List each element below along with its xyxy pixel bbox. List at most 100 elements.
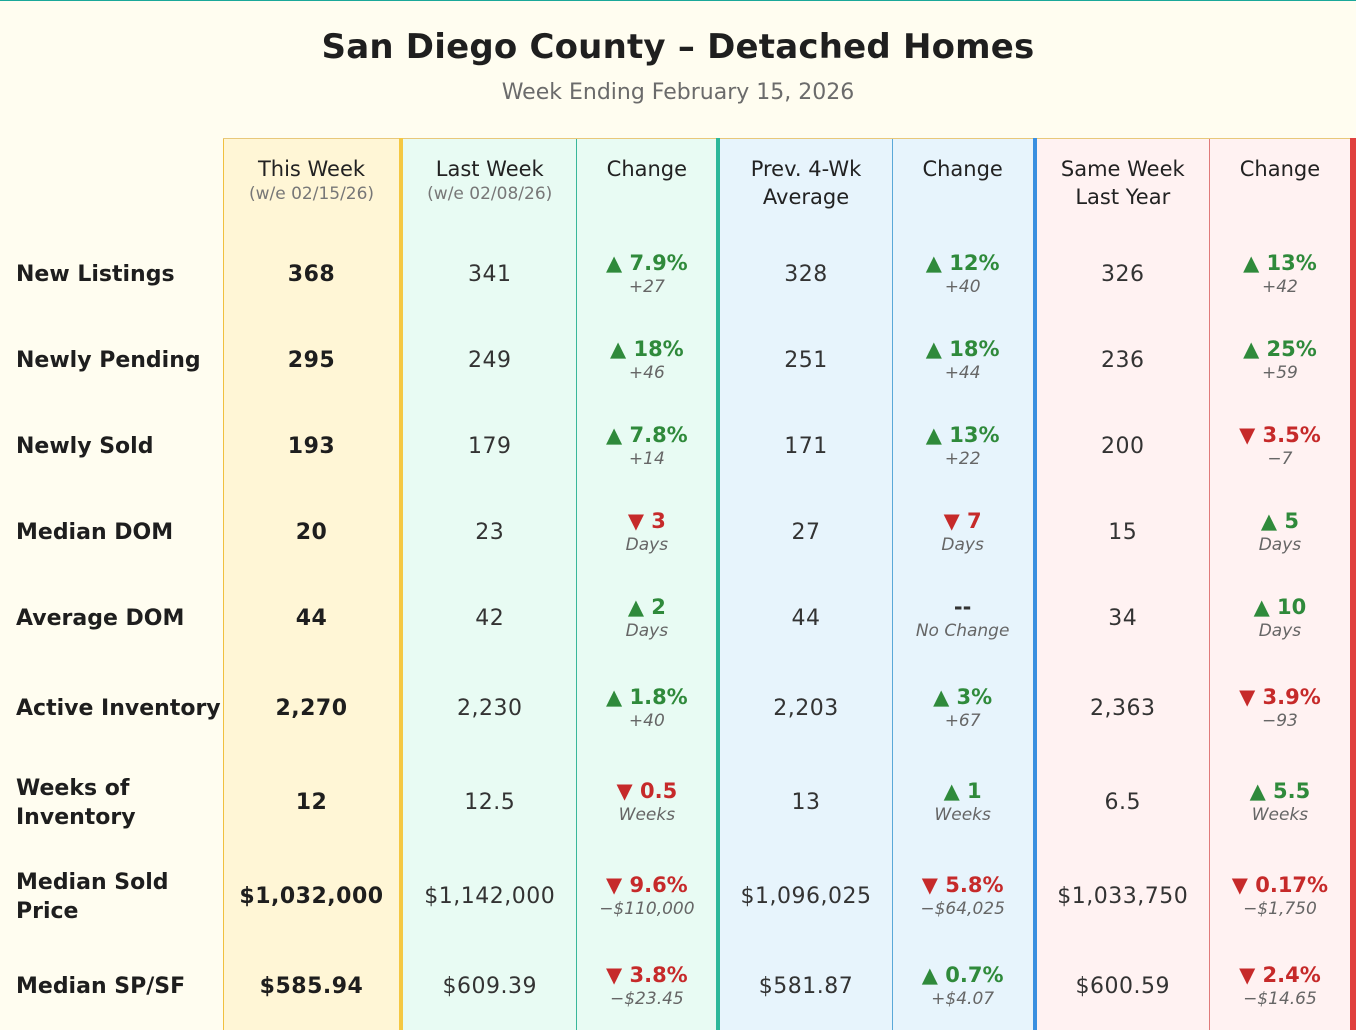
last-week-value: 249 <box>399 317 577 404</box>
header-last-year-label2: Last Year <box>1075 185 1171 209</box>
change-vs-last-year: ▼ 3.5% −7 <box>1208 403 1356 490</box>
header-last-week: Last Week (w/e 02/08/26) <box>399 138 577 231</box>
header-change-avg-label: Change <box>922 157 1003 181</box>
change-value: ▼ 0.17% <box>1231 873 1329 897</box>
metric-label: Average DOM <box>16 606 185 631</box>
header-last-year: Same Week Last Year <box>1032 138 1210 231</box>
table-row: Median Sold Price $1,032,000 $1,142,000 ▼ 9… <box>0 849 1356 944</box>
change-value: ▼ 0.5 <box>616 779 678 803</box>
change-value: ▲ 25% <box>1243 337 1317 361</box>
market-stats-table: This Week (w/e 02/15/26) Last Week (w/e … <box>0 138 1356 1030</box>
last-year-value: 15 <box>1032 489 1210 576</box>
change-vs-avg: ▲ 12% +40 <box>891 230 1035 318</box>
header-this-week-date: (w/e 02/15/26) <box>248 184 375 204</box>
last-year-value: 34 <box>1032 575 1210 662</box>
change-detail: +59 <box>1261 363 1298 383</box>
table-row: Newly Sold 193 179 ▲ 7.8% +14 171 ▲ 13% +22 200 ▼… <box>0 403 1356 490</box>
header-metric <box>0 139 223 231</box>
metric-label: Median DOM <box>16 520 174 545</box>
header-row: This Week (w/e 02/15/26) Last Week (w/e … <box>0 138 1356 231</box>
table-row: Median SP/SF $585.94 $609.39 ▼ 3.8% −$23.45 $… <box>0 943 1356 1030</box>
change-vs-last-week: ▼ 3 Days <box>576 489 719 576</box>
change-value: ▼ 5.8% <box>921 873 1004 897</box>
prev-avg-value: 44 <box>716 575 893 662</box>
last-year-value: $600.59 <box>1032 943 1210 1030</box>
change-detail: Weeks <box>618 805 676 825</box>
change-detail: Weeks <box>934 805 991 825</box>
change-vs-last-week: ▼ 3.8% −$23.45 <box>576 943 719 1030</box>
change-detail: +42 <box>1261 276 1298 297</box>
header-prev-avg: Prev. 4-Wk Average <box>716 138 893 231</box>
last-week-value: 12.5 <box>399 755 577 850</box>
last-year-value: $1,033,750 <box>1032 849 1210 944</box>
change-value: ▲ 7.9% <box>606 250 688 275</box>
change-detail: Days <box>625 621 669 641</box>
last-week-value: 2,230 <box>399 661 577 756</box>
prev-avg-value: $581.87 <box>716 943 893 1030</box>
change-detail: Days <box>625 535 669 555</box>
change-vs-avg: ▼ 7 Days <box>891 489 1035 576</box>
change-value: ▼ 3.8% <box>606 963 688 987</box>
change-vs-last-week: ▲ 7.8% +14 <box>576 403 719 490</box>
change-vs-avg: -- No Change <box>891 575 1035 662</box>
change-vs-last-year: ▼ 3.9% −93 <box>1208 661 1356 756</box>
header-this-week-label: This Week <box>257 157 366 181</box>
this-week-value: 368 <box>222 230 402 318</box>
header-change-week: Change <box>576 138 719 231</box>
change-detail: −$64,025 <box>920 899 1005 919</box>
metric-label: Newly Sold <box>16 434 154 459</box>
change-value: ▲ 2 <box>627 595 666 619</box>
change-vs-avg: ▲ 0.7% +$4.07 <box>891 943 1035 1030</box>
header-last-week-date: (w/e 02/08/26) <box>427 184 553 204</box>
change-value: ▲ 5 <box>1260 509 1299 533</box>
change-value: ▲ 13% <box>1243 250 1317 275</box>
change-detail: −$14.65 <box>1243 989 1317 1009</box>
prev-avg-value: 171 <box>716 403 893 490</box>
change-detail: −$1,750 <box>1243 899 1317 919</box>
change-vs-last-year: ▼ 0.17% −$1,750 <box>1208 849 1356 944</box>
change-value: ▼ 9.6% <box>606 873 688 897</box>
last-week-value: $609.39 <box>399 943 577 1030</box>
change-detail: Weeks <box>1251 805 1309 825</box>
last-year-value: 236 <box>1032 317 1210 404</box>
change-vs-avg: ▲ 13% +22 <box>891 403 1035 490</box>
page-subtitle: Week Ending February 15, 2026 <box>501 80 855 105</box>
change-vs-last-week: ▲ 18% +46 <box>576 317 719 404</box>
metric-label: Active Inventory <box>16 696 221 721</box>
last-week-value: 23 <box>399 489 577 576</box>
prev-avg-value: 27 <box>716 489 893 576</box>
change-value: ▲ 3% <box>933 685 993 709</box>
change-vs-last-year: ▲ 5 Days <box>1208 489 1356 576</box>
prev-avg-value: 251 <box>716 317 893 404</box>
header-change-year: Change <box>1208 138 1356 231</box>
change-value: -- <box>953 595 972 619</box>
metric-label: Median SP/SF <box>16 974 186 999</box>
last-week-value: 42 <box>399 575 577 662</box>
metric-label: Median Sold Price <box>16 869 169 924</box>
change-detail: +22 <box>944 449 981 469</box>
change-detail: +46 <box>628 363 665 383</box>
last-year-value: 2,363 <box>1032 661 1210 756</box>
header-change-year-label: Change <box>1239 157 1321 181</box>
change-detail: +67 <box>944 711 981 731</box>
prev-avg-value: 2,203 <box>716 661 893 756</box>
this-week-value: 2,270 <box>222 661 402 756</box>
this-week-value: 12 <box>222 755 402 850</box>
change-value: ▲ 5.5 <box>1249 779 1311 803</box>
change-value: ▲ 12% <box>925 250 1000 275</box>
change-detail: Days <box>1258 535 1302 555</box>
last-week-value: 341 <box>399 230 577 318</box>
change-value: ▲ 13% <box>925 423 1000 447</box>
change-detail: +$4.07 <box>931 989 995 1009</box>
change-vs-last-week: ▼ 9.6% −$110,000 <box>576 849 719 944</box>
prev-avg-value: 328 <box>716 230 893 318</box>
change-detail: −7 <box>1267 449 1293 469</box>
change-value: ▲ 1.8% <box>606 685 688 709</box>
this-week-value: 20 <box>222 489 402 576</box>
this-week-value: $585.94 <box>222 943 402 1030</box>
header-change-week-label: Change <box>606 157 688 181</box>
change-value: ▲ 18% <box>610 337 684 361</box>
this-week-value: 295 <box>222 317 402 404</box>
change-vs-avg: ▲ 18% +44 <box>891 317 1035 404</box>
